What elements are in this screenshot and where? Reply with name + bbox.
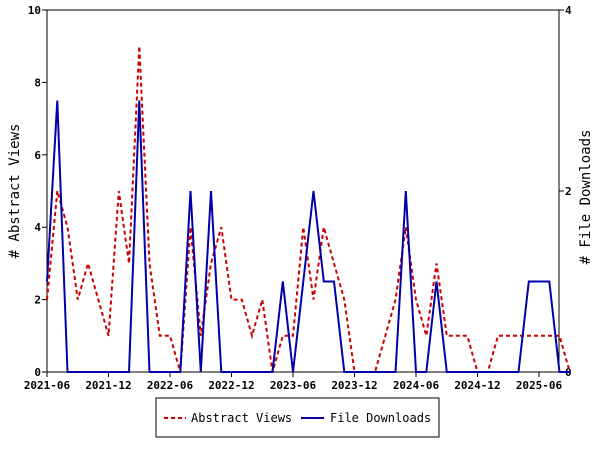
y-axis-title-left: # Abstract Views bbox=[7, 124, 23, 259]
x-tick-label: 2022-12 bbox=[208, 379, 254, 392]
legend-label-abstract-views: Abstract Views bbox=[191, 411, 292, 425]
y-tick-label-left: 4 bbox=[34, 221, 41, 234]
x-tick-label: 2021-06 bbox=[24, 379, 71, 392]
series-line-abstract-views bbox=[46, 46, 571, 373]
legend-box bbox=[155, 397, 440, 438]
y-tick-label-left: 0 bbox=[34, 366, 41, 379]
y-tick-label-right: 4 bbox=[565, 4, 572, 17]
y-tick-label-left: 2 bbox=[34, 294, 41, 307]
plot-frame bbox=[46, 9, 560, 373]
x-tick-label: 2023-06 bbox=[270, 379, 317, 392]
x-tick-label: 2024-12 bbox=[454, 379, 500, 392]
y-tick-label-left: 6 bbox=[34, 149, 41, 162]
legend-label-file-downloads: File Downloads bbox=[330, 411, 431, 425]
x-tick-label: 2024-06 bbox=[393, 379, 440, 392]
legend: Abstract Views File Downloads bbox=[155, 397, 440, 438]
series-line-file-downloads bbox=[46, 100, 570, 373]
x-tick-label: 2023-12 bbox=[331, 379, 377, 392]
x-tick-label: 2025-06 bbox=[516, 379, 563, 392]
x-tick-label: 2022-06 bbox=[147, 379, 194, 392]
y-axis-title-right: # File Downloads bbox=[578, 130, 594, 265]
x-tick-label: 2021-12 bbox=[85, 379, 131, 392]
y-tick-label-left: 8 bbox=[34, 76, 41, 89]
y-tick-label-left: 10 bbox=[28, 4, 41, 17]
y-tick-label-right: 2 bbox=[565, 185, 572, 198]
